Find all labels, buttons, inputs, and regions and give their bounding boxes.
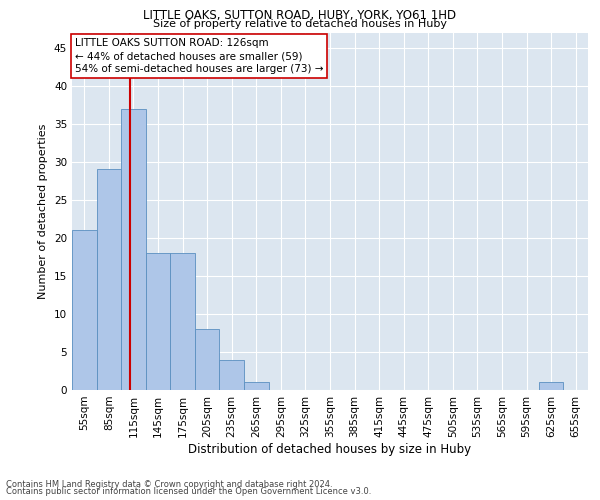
Bar — [146, 253, 170, 390]
Y-axis label: Number of detached properties: Number of detached properties — [38, 124, 49, 299]
Bar — [244, 382, 269, 390]
Bar — [170, 253, 195, 390]
Bar — [195, 329, 220, 390]
Text: Contains HM Land Registry data © Crown copyright and database right 2024.: Contains HM Land Registry data © Crown c… — [6, 480, 332, 489]
X-axis label: Distribution of detached houses by size in Huby: Distribution of detached houses by size … — [188, 442, 472, 456]
Bar — [72, 230, 97, 390]
Bar — [97, 170, 121, 390]
Text: LITTLE OAKS SUTTON ROAD: 126sqm
← 44% of detached houses are smaller (59)
54% of: LITTLE OAKS SUTTON ROAD: 126sqm ← 44% of… — [74, 38, 323, 74]
Bar — [121, 108, 146, 390]
Bar — [539, 382, 563, 390]
Bar — [220, 360, 244, 390]
Text: Contains public sector information licensed under the Open Government Licence v3: Contains public sector information licen… — [6, 487, 371, 496]
Text: Size of property relative to detached houses in Huby: Size of property relative to detached ho… — [153, 19, 447, 29]
Text: LITTLE OAKS, SUTTON ROAD, HUBY, YORK, YO61 1HD: LITTLE OAKS, SUTTON ROAD, HUBY, YORK, YO… — [143, 9, 457, 22]
